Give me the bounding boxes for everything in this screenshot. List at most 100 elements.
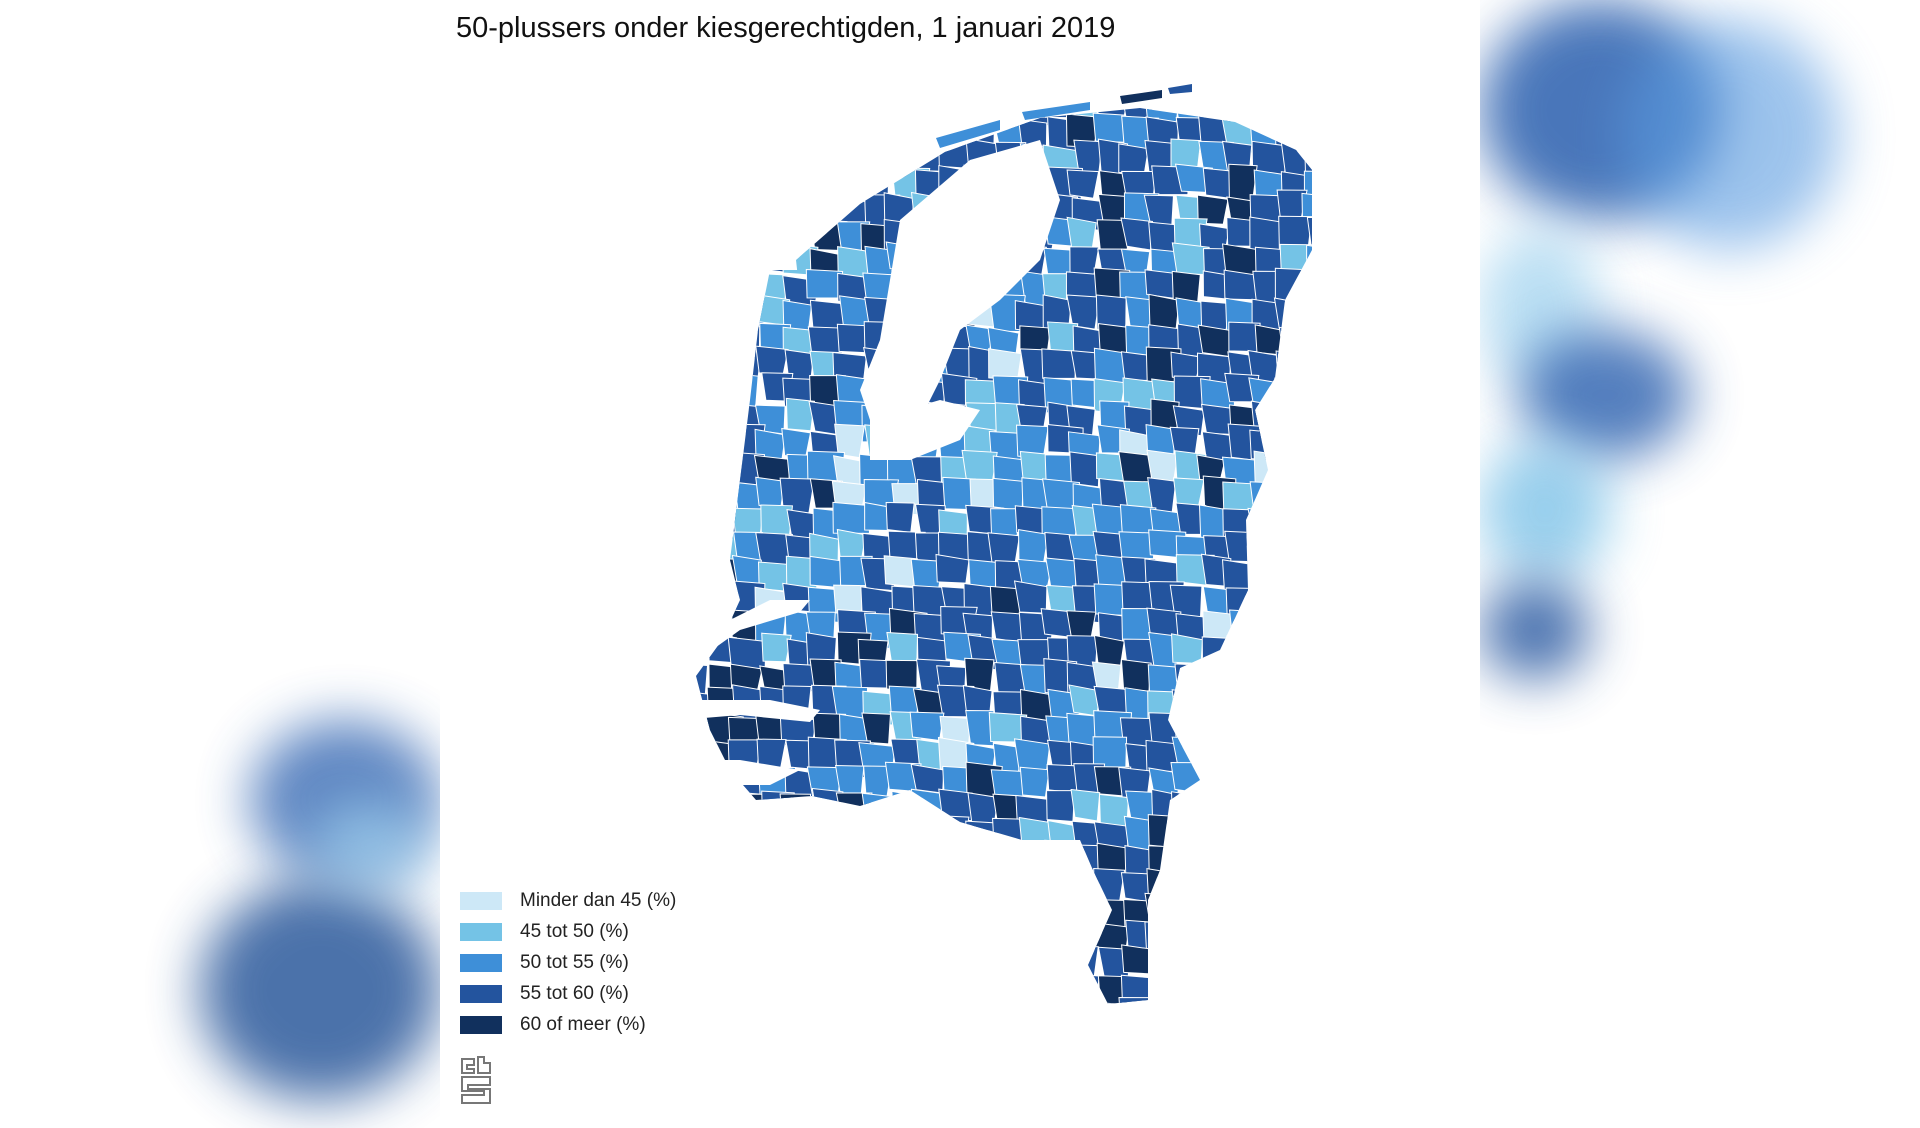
municipality <box>1302 872 1312 911</box>
municipality <box>1046 921 1084 954</box>
municipality <box>733 193 773 225</box>
municipality <box>1251 977 1282 1004</box>
municipality <box>890 114 921 153</box>
municipality <box>1280 581 1312 621</box>
municipality <box>1120 217 1153 251</box>
municipality <box>1015 944 1055 978</box>
municipality <box>696 114 712 148</box>
municipality <box>696 815 716 853</box>
municipality <box>1302 946 1312 984</box>
municipality <box>1148 947 1178 980</box>
municipality <box>707 919 741 953</box>
municipality <box>1169 845 1201 881</box>
municipality <box>863 970 894 1004</box>
municipality <box>1066 169 1100 199</box>
municipality <box>1276 820 1310 859</box>
municipality <box>706 164 744 197</box>
municipality <box>1305 820 1312 860</box>
municipality <box>1227 659 1262 691</box>
municipality <box>1249 612 1284 643</box>
legend-item: 45 tot 50 (%) <box>460 916 676 947</box>
municipality <box>706 268 741 300</box>
municipality <box>1304 427 1312 466</box>
municipality <box>705 866 740 899</box>
municipality <box>1019 971 1051 1004</box>
municipality <box>732 215 767 253</box>
municipality <box>731 973 764 1004</box>
municipality <box>968 977 1000 1004</box>
municipality <box>755 950 785 987</box>
municipality <box>1252 894 1285 932</box>
municipality <box>1306 840 1312 875</box>
municipality <box>1228 609 1268 645</box>
municipality <box>760 119 794 158</box>
municipality <box>836 947 868 986</box>
municipality <box>696 477 714 508</box>
legend-label: 45 tot 50 (%) <box>520 920 629 942</box>
municipality <box>915 974 948 1004</box>
municipality <box>1174 663 1208 702</box>
municipality <box>1148 293 1180 329</box>
municipality <box>1093 634 1125 668</box>
municipality <box>805 269 844 299</box>
municipality <box>886 631 919 666</box>
municipality <box>1278 737 1311 776</box>
municipality <box>1248 556 1285 593</box>
municipality <box>1044 839 1080 879</box>
municipality <box>1198 108 1238 121</box>
municipality <box>708 112 742 144</box>
municipality <box>1304 140 1312 175</box>
municipality <box>806 142 839 180</box>
municipality <box>783 108 815 125</box>
map-frame: 50-plussers onder kiesgerechtigden, 1 ja… <box>440 0 1480 1128</box>
municipality <box>1279 662 1312 697</box>
municipality <box>891 893 928 928</box>
municipality <box>696 169 718 206</box>
municipality <box>727 996 761 1004</box>
municipality <box>1306 216 1312 253</box>
legend-swatch-60plus <box>460 1015 502 1034</box>
municipality <box>1015 898 1048 929</box>
municipality <box>1250 866 1285 899</box>
municipality <box>969 896 1009 927</box>
municipality <box>969 943 1006 978</box>
municipality <box>1019 766 1050 798</box>
municipality <box>785 116 824 149</box>
municipality <box>1066 998 1102 1004</box>
municipality <box>702 895 734 930</box>
municipality <box>1197 194 1229 225</box>
municipality <box>1197 743 1234 778</box>
netherlands-choropleth-map <box>670 84 1312 1004</box>
municipality <box>696 456 723 492</box>
municipality <box>696 269 717 301</box>
municipality <box>1276 108 1312 119</box>
legend-swatch-55-60 <box>460 984 502 1003</box>
municipality <box>784 191 822 228</box>
municipality <box>1224 530 1263 563</box>
municipality <box>1227 897 1264 932</box>
municipality <box>1175 898 1212 936</box>
municipality <box>1273 297 1307 332</box>
municipality <box>1014 923 1052 956</box>
municipality <box>1069 898 1105 929</box>
municipality <box>704 108 742 124</box>
municipality <box>1224 921 1255 956</box>
municipality <box>757 143 795 182</box>
municipality <box>1301 893 1312 930</box>
municipality <box>1225 737 1257 767</box>
municipality <box>807 846 841 882</box>
municipality <box>809 923 841 960</box>
municipality <box>780 818 815 858</box>
municipality <box>781 846 813 880</box>
municipality <box>780 976 818 1004</box>
municipality <box>696 299 720 332</box>
municipality <box>835 168 871 201</box>
municipality <box>859 948 890 981</box>
municipality <box>727 320 761 360</box>
municipality <box>935 553 970 584</box>
municipality <box>935 108 971 122</box>
municipality <box>1276 402 1309 439</box>
municipality <box>705 242 737 277</box>
municipality <box>1073 139 1104 177</box>
municipality <box>1172 951 1204 989</box>
